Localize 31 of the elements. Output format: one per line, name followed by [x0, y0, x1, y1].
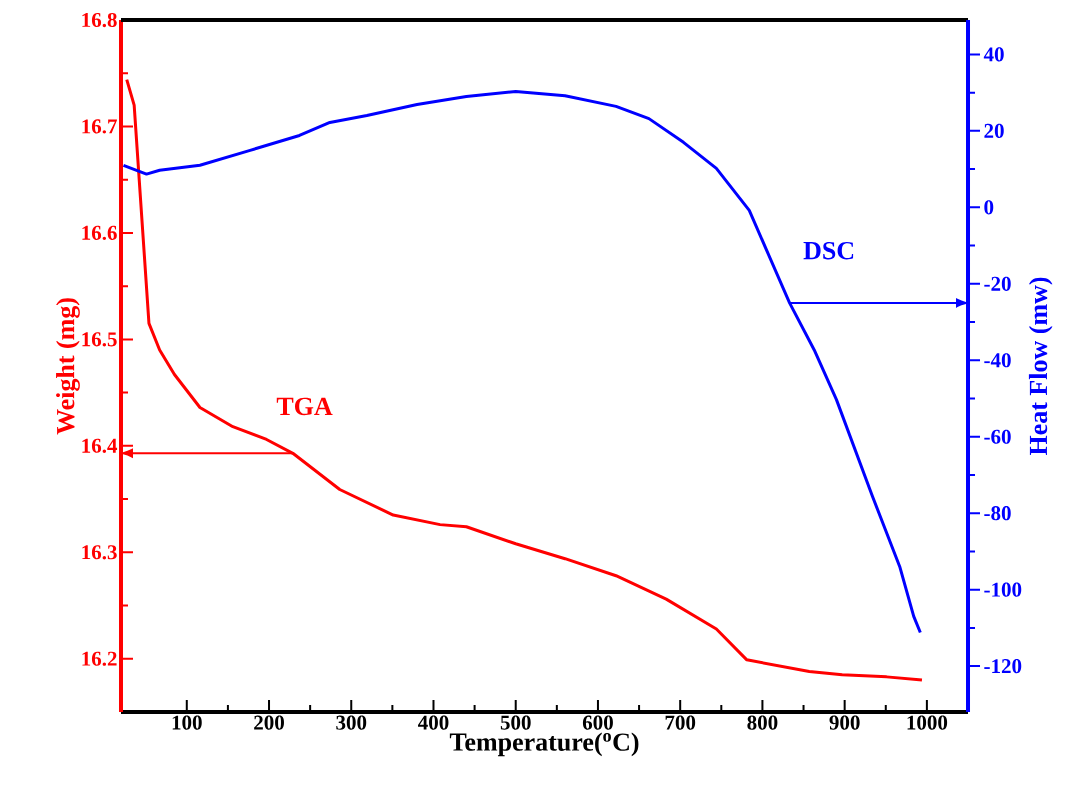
x-tick-label: 100	[172, 715, 202, 730]
y2-tick-label: -120	[984, 659, 1022, 674]
y2-tick-label: 0	[984, 200, 994, 215]
x-tick-label: 600	[582, 715, 613, 730]
y-tick-label: 16.8	[82, 12, 117, 28]
series-label: DSC	[803, 241, 854, 260]
x-tick-label: 300	[336, 715, 367, 730]
x-tick-label: 1000	[907, 715, 948, 730]
y2-tick-label: 40	[983, 47, 1004, 62]
x-tick-label: 900	[829, 715, 860, 730]
y2-tick-label: -80	[984, 506, 1011, 521]
y2-tick-label: 20	[984, 123, 1004, 138]
x-tick-label: 200	[254, 715, 284, 730]
x-tick-label: 500	[500, 715, 531, 730]
y2-axis-title: Heat Flow (mw)	[1028, 277, 1053, 456]
x-axis-title: Temperature($^{o}$C)	[449, 732, 639, 757]
y2-tick-label: -60	[984, 429, 1011, 444]
y-tick-label: 16.5	[82, 332, 117, 347]
y2-tick-label: -100	[984, 582, 1022, 597]
y2-tick-label: -40	[984, 353, 1011, 368]
y-tick-label: 16.4	[82, 438, 118, 453]
y-tick-label: 16.2	[82, 651, 117, 666]
y-tick-label: 16.7	[82, 119, 117, 134]
x-tick-label: 400	[418, 715, 449, 730]
y-tick-label: 16.6	[82, 225, 117, 241]
x-tick-label: 800	[747, 715, 778, 730]
y2-tick-label: -20	[984, 276, 1011, 291]
y-tick-label: 16.3	[82, 545, 117, 560]
series-label: TGA	[276, 397, 333, 416]
x-tick-label: 700	[665, 715, 696, 730]
y-axis-title: Weight (mg)	[56, 298, 80, 435]
